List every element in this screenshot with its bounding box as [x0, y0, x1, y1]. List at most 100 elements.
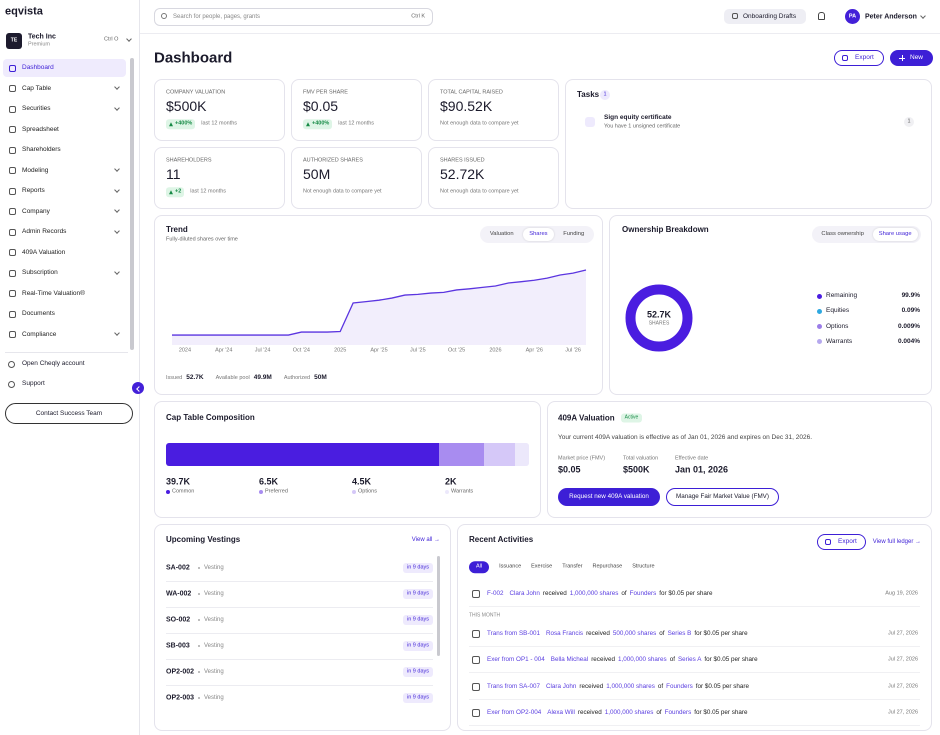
- nav-label[interactable]: 409A Valuation: [22, 248, 66, 256]
- drafts-button[interactable]: [724, 9, 806, 24]
- search-box[interactable]: [154, 8, 433, 26]
- user-name: Peter Anderson: [865, 13, 917, 20]
- nav-label[interactable]: Securities: [22, 104, 51, 112]
- bell-icon[interactable]: [818, 12, 825, 20]
- trend-area: [172, 270, 586, 345]
- nav-label[interactable]: Shareholders: [22, 145, 61, 153]
- tab[interactable]: Share usage: [872, 228, 918, 241]
- export-button[interactable]: [834, 50, 884, 66]
- activity-person[interactable]: Bella Micheal: [550, 656, 589, 664]
- activity-person[interactable]: Clara John: [509, 589, 540, 597]
- new-label: New: [910, 53, 924, 61]
- stat-label: SHARES ISSUED: [440, 157, 485, 164]
- activity-price: for $0.05 per share: [704, 656, 758, 664]
- tab[interactable]: Class ownership: [821, 230, 864, 237]
- tab[interactable]: Valuation: [489, 230, 514, 237]
- tasks-count: 1: [603, 91, 607, 98]
- activity-date: Jul 27, 2026: [888, 630, 918, 637]
- icon: [9, 331, 16, 338]
- ledger-link[interactable]: View full ledger →: [872, 539, 921, 545]
- activity-class[interactable]: Founders: [666, 682, 693, 690]
- filter-tab[interactable]: Exercise: [531, 563, 553, 570]
- task-title: Sign equity certificate: [604, 113, 672, 121]
- legend-label: Remaining: [826, 291, 858, 299]
- activity-person[interactable]: Clara John: [545, 682, 577, 690]
- activity-ref[interactable]: Trans from SB-001: [487, 629, 540, 637]
- filter-tab[interactable]: Repurchase: [592, 563, 623, 570]
- separator-dot: [198, 697, 200, 699]
- separator-dot: [198, 593, 200, 595]
- vesting-status: Vesting: [204, 591, 224, 597]
- sidebar-link[interactable]: Support: [22, 379, 45, 387]
- activity-amount[interactable]: 500,000 shares: [612, 629, 657, 637]
- activity-class[interactable]: Founders: [629, 589, 657, 597]
- activity-person[interactable]: Rosa Francis: [545, 629, 584, 637]
- activities-export-button[interactable]: [817, 534, 866, 550]
- trend-title: Trend: [166, 225, 188, 234]
- contact-button-label: Contact Success Team: [35, 409, 103, 417]
- cap-label: Warrants: [451, 488, 474, 495]
- activity-class[interactable]: Series B: [667, 629, 692, 637]
- icon: [9, 208, 16, 215]
- task-count-pill: [904, 117, 914, 127]
- activity-amount[interactable]: 1,000,000 shares: [604, 708, 654, 716]
- legend-label: Equities: [826, 307, 850, 315]
- new-button[interactable]: [890, 50, 933, 66]
- icon: [9, 310, 16, 318]
- nav-label[interactable]: Cap Table: [22, 84, 52, 92]
- collapse-button[interactable]: [132, 382, 144, 394]
- nav-item[interactable]: [3, 59, 126, 77]
- nav-label[interactable]: Spreadsheet: [22, 125, 59, 133]
- activity-class[interactable]: Founders: [664, 708, 692, 716]
- nav-label[interactable]: Subscription: [22, 268, 58, 276]
- contact-button[interactable]: [5, 403, 133, 424]
- tab[interactable]: Shares: [523, 228, 554, 241]
- activity-person[interactable]: Alexa Will: [547, 708, 575, 716]
- sidebar-link[interactable]: Open Cheqly account: [22, 359, 85, 367]
- activity-ref[interactable]: Exer from OP2-004: [487, 708, 542, 716]
- filter-tab[interactable]: Transfer: [562, 563, 583, 570]
- activity-prep: of: [656, 708, 662, 716]
- user-avatar[interactable]: [845, 9, 860, 24]
- request-button[interactable]: [558, 488, 660, 506]
- activity-ref[interactable]: Exer from OP1 - 004: [487, 656, 545, 664]
- nav-label[interactable]: Reports: [22, 186, 45, 194]
- cap-dot: [445, 490, 449, 494]
- icon: [472, 590, 480, 598]
- nav-label[interactable]: Company: [22, 207, 50, 215]
- nav-label[interactable]: Admin Records: [22, 227, 67, 235]
- nav-label[interactable]: Documents: [22, 309, 55, 317]
- manage-fmv-button[interactable]: [666, 488, 779, 506]
- field-value: $500K: [623, 464, 650, 475]
- search-shortcut: Ctrl K: [411, 13, 425, 20]
- nav-label[interactable]: Compliance: [22, 330, 57, 338]
- activity-filters: All Issuance Exercise Transfer Repurchase Str…: [469, 561, 655, 573]
- activity-ref[interactable]: Trans from SA-007: [487, 682, 540, 690]
- nav-label[interactable]: Real-Time Valuation®: [22, 289, 85, 297]
- nav-label[interactable]: Dashboard: [22, 63, 54, 71]
- filter-tab[interactable]: Issuance: [499, 563, 522, 570]
- activity-amount[interactable]: 1,000,000 shares: [569, 589, 619, 597]
- vesting-status: Vesting: [204, 565, 224, 571]
- activity-class[interactable]: Series A: [677, 656, 702, 664]
- trend-summary: Issued 52.7K Available pool 49.9M Authorized…: [166, 374, 327, 382]
- cap-value: 6.5K: [259, 476, 279, 487]
- view-all-link[interactable]: View all →: [411, 537, 440, 543]
- nav-label[interactable]: Modeling: [22, 166, 49, 174]
- sidebar-divider: [5, 352, 128, 353]
- cap-value: 39.7K: [166, 476, 191, 487]
- vesting-due: in 9 days: [406, 616, 430, 623]
- row-divider: [166, 685, 433, 686]
- filter-tab[interactable]: All: [469, 561, 490, 573]
- filter-tab[interactable]: Structure: [632, 563, 655, 570]
- stat-footer: +400% last 12 months: [166, 119, 237, 129]
- row-divider: [166, 659, 433, 660]
- activity-amount[interactable]: 1,000,000 shares: [618, 656, 667, 664]
- activity-amount[interactable]: 1,000,000 shares: [606, 682, 655, 690]
- vesting-due: in 9 days: [406, 590, 430, 597]
- tab[interactable]: Funding: [563, 230, 585, 237]
- activity-ref[interactable]: F-002: [487, 589, 504, 597]
- summary-label: Available pool: [215, 374, 250, 381]
